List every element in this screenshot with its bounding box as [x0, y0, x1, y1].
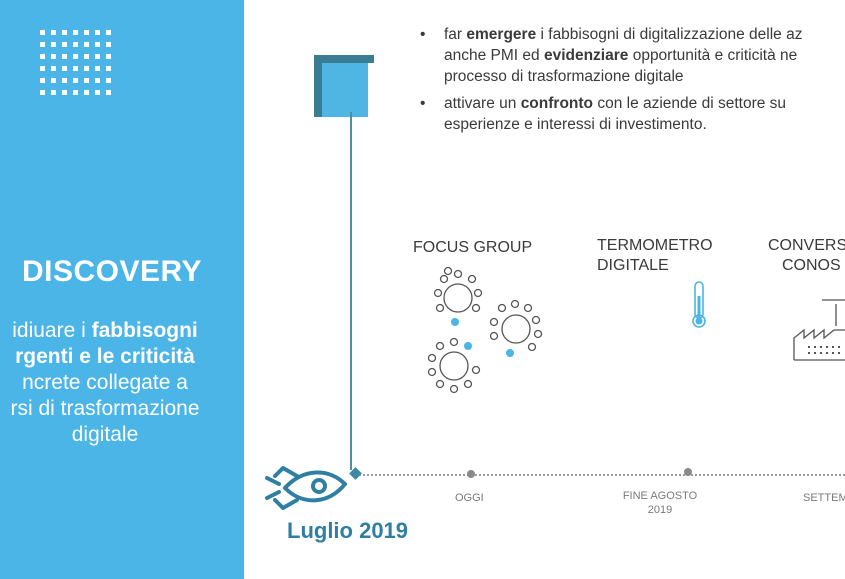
label-line: CONOS: [782, 257, 841, 274]
text: far: [444, 26, 467, 43]
timeline-label-fine-agosto: FINE AGOSTO 2019: [619, 489, 701, 517]
objective-line: esperienze e interessi di investimento.: [444, 116, 707, 133]
objective-item: • far emergere i fabbisogni di digitaliz…: [420, 24, 845, 87]
bold-text: confronto: [520, 95, 594, 112]
focus-group-icon: [427, 266, 543, 394]
stage-termometro-label: TERMOMETRO DIGITALE: [597, 236, 713, 276]
timeline-line: [356, 474, 845, 476]
objective-line: far emergere i fabbisogni di digitalizza…: [444, 24, 845, 45]
desc-line-4: rsi di trasformazione: [10, 397, 200, 420]
desc-line-3: ncrete collegate a: [22, 371, 188, 394]
stage-conversazione-label: CONVERS CONOS: [768, 236, 845, 276]
label-line: TERMOMETRO: [597, 237, 713, 254]
timeline-point-oggi: [467, 470, 475, 478]
objectives-list: • far emergere i fabbisogni di digitaliz…: [420, 24, 845, 141]
timeline-label-oggi: OGGI: [455, 492, 484, 504]
text: attivare un: [444, 95, 521, 112]
timeline-point-fine-agosto: [684, 468, 692, 476]
text: anche PMI ed: [444, 47, 544, 64]
dot-grid-icon: [40, 30, 111, 95]
objective-line: processo di trasformazione digitale: [444, 68, 684, 85]
label-line: CONVERS: [768, 237, 845, 254]
bold-text: evidenziare: [543, 47, 629, 64]
objective-line: anche PMI ed evidenziare opportunità e c…: [444, 45, 845, 66]
desc-bold: rgenti e le criticità: [15, 345, 195, 368]
desc-line-5: digitale: [71, 423, 139, 446]
timeline-vertical-line: [350, 112, 352, 470]
corner-square-icon: [314, 55, 374, 117]
discovery-title: DISCOVERY: [21, 255, 203, 288]
bullet-marker: •: [420, 95, 426, 112]
rocket-icon: [265, 466, 347, 510]
discovery-description: idiuare i fabbisogni rgenti e le critici…: [0, 318, 244, 448]
bullet-marker: •: [420, 26, 426, 43]
desc-text: idiuare i: [12, 319, 92, 342]
discovery-panel: DISCOVERY idiuare i fabbisogni rgenti e …: [0, 0, 244, 579]
desc-line-2: rgenti e le criticità: [0, 344, 244, 370]
text: con le aziende di settore su: [593, 95, 787, 112]
desc-line-1: idiuare i fabbisogni: [0, 318, 244, 344]
factory-icon: [793, 299, 845, 361]
label-line: DIGITALE: [597, 257, 669, 274]
stage-focus-group-label: FOCUS GROUP: [413, 239, 533, 256]
desc-bold: fabbisogni: [91, 319, 198, 342]
timeline-start-label: Luglio 2019: [287, 518, 409, 543]
objective-item: • attivare un confronto con le aziende d…: [420, 93, 845, 135]
thermometer-icon: [692, 281, 706, 328]
label-line: FINE AGOSTO: [622, 490, 698, 502]
bold-text: emergere: [466, 26, 537, 43]
timeline-label-settembre: SETTEM: [803, 492, 845, 504]
text: opportunità e criticità ne: [628, 47, 798, 64]
objective-line: attivare un confronto con le aziende di …: [444, 93, 845, 114]
text: i fabbisogni di digitalizzazione delle a…: [536, 26, 803, 43]
label-line: 2019: [647, 504, 673, 516]
